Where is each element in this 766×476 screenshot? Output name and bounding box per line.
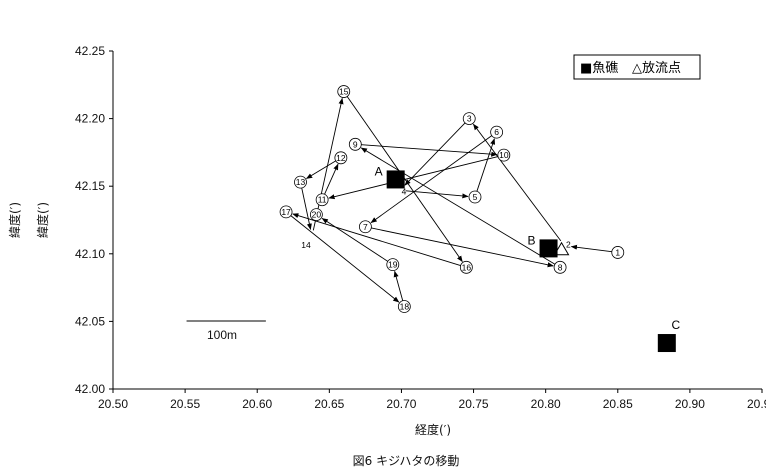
move-arrow: [360, 147, 556, 265]
position-marker: [497, 148, 511, 162]
move-arrow: [290, 215, 400, 303]
position-marker: [348, 137, 362, 151]
move-arrow: [570, 244, 612, 253]
x-tick-label: 20.65: [314, 397, 344, 411]
position-label: 6: [494, 127, 499, 137]
x-tick-label: 20.90: [675, 397, 705, 411]
reef-label: B: [528, 233, 536, 247]
position-label: 18: [400, 302, 410, 312]
position-marker: [468, 190, 482, 204]
position-marker: [358, 220, 372, 234]
position-marker: [334, 151, 348, 165]
position-label: 8: [558, 262, 563, 272]
legend-box: [573, 54, 701, 80]
position-label: 5: [473, 192, 478, 202]
position-marker: [553, 260, 567, 274]
move-arrow: [473, 123, 562, 242]
x-tick-label: 20.55: [170, 397, 200, 411]
position-marker: [337, 85, 351, 98]
legend-release: △放流点: [632, 61, 681, 76]
x-tick-label: 20.60: [242, 397, 272, 411]
position-label: 14: [301, 240, 311, 250]
position-marker: [309, 208, 323, 221]
position-label: 20: [312, 210, 322, 220]
scale-bar: 100m: [186, 320, 266, 342]
reef-marker: [539, 239, 558, 258]
legend-reef: ■魚礁: [580, 60, 618, 76]
reef-marker: [657, 334, 676, 353]
x-tick-label: 20.50: [98, 397, 128, 411]
position-label: 12: [336, 153, 346, 163]
y-tick-label: 42.25: [75, 44, 105, 58]
move-arrow: [324, 163, 339, 195]
position-label: 17: [281, 207, 291, 217]
y-axis-label: 緯度(′): [7, 202, 22, 238]
position-label: 19: [388, 260, 398, 270]
figure-caption: 図6 キジハタの移動: [353, 454, 460, 468]
x-tick-label: 20.95: [747, 397, 766, 411]
scale-bar-label: 100m: [207, 328, 237, 342]
position-marker: [462, 112, 476, 125]
move-arrow: [312, 97, 344, 231]
y-tick-label: 42.20: [75, 112, 105, 126]
reef-label: A: [375, 164, 383, 178]
position-label: 4: [402, 186, 407, 196]
position-label: 10: [499, 150, 509, 160]
move-arrow: [404, 122, 466, 186]
position-marker: [397, 300, 411, 313]
move-arrow: [346, 96, 463, 263]
x-tick-label: 20.85: [603, 397, 633, 411]
position-marker: [611, 246, 625, 259]
position-label: 9: [353, 139, 358, 149]
position-label: 7: [363, 222, 368, 232]
move-arrow: [328, 156, 499, 200]
y-tick-label: 42.10: [75, 247, 105, 261]
movement-arrows: [290, 96, 612, 303]
position-marker: [279, 205, 293, 219]
move-arrow: [371, 227, 554, 268]
position-label: 3: [467, 114, 472, 124]
position-marker: [294, 175, 307, 189]
move-arrow: [476, 138, 496, 192]
move-arrow: [393, 270, 404, 301]
position-label: 13: [296, 177, 306, 187]
reef-label: C: [671, 318, 680, 332]
position-marker: [315, 193, 329, 207]
y-axis-label-1-group: 緯度(′): [7, 202, 22, 238]
y-tick-label: 42.05: [75, 314, 105, 328]
move-arrow: [301, 187, 312, 230]
reef-marker: [386, 170, 405, 189]
x-tick-label: 20.75: [459, 397, 489, 411]
y-axis-label-secondary: 緯度(′): [35, 202, 50, 238]
position-label: 16: [462, 262, 472, 272]
y-tick-label: 42.00: [75, 382, 105, 396]
axes: 42.00 42.05 42.10 42.15 42.20 42.25 20.50 20.55…: [75, 44, 766, 411]
x-tick-label: 20.70: [386, 397, 416, 411]
y-tick-label: 42.15: [75, 179, 105, 193]
position-marker: [386, 258, 400, 272]
move-arrow: [370, 135, 493, 224]
y-axis-label-2-group: 緯度(′): [35, 202, 50, 238]
position-marker: [459, 260, 473, 274]
position-label: 1: [615, 247, 620, 257]
legend: ■魚礁 △放流点: [573, 54, 701, 80]
move-arrow: [292, 213, 461, 266]
move-arrow: [361, 144, 498, 157]
move-arrow: [305, 160, 336, 179]
position-marker: [490, 125, 504, 139]
move-arrow: [321, 218, 389, 262]
position-label: 11: [318, 195, 327, 205]
position-label: 2: [566, 240, 571, 250]
release-point-marker: [553, 241, 570, 256]
x-axis-label: 経度(′): [415, 422, 451, 437]
position-label: 15: [339, 87, 349, 97]
x-tick-label: 20.80: [531, 397, 561, 411]
reef-markers: A B C: [375, 164, 680, 353]
